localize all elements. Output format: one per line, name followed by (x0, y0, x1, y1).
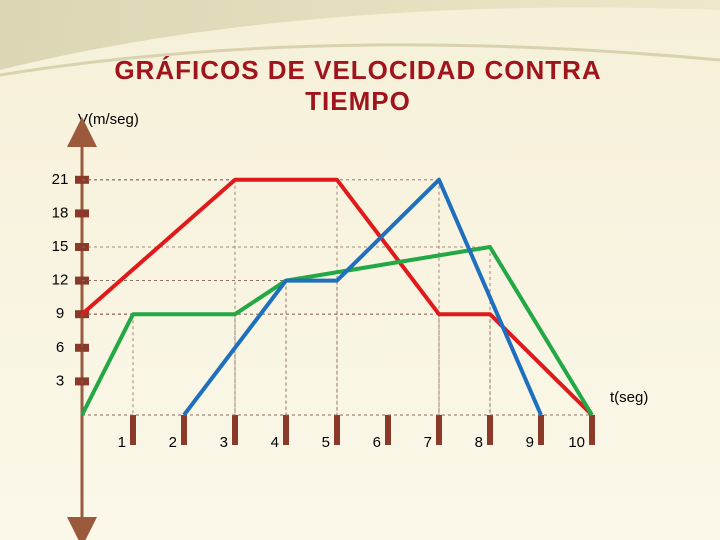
y-tick-label: 12 (52, 272, 69, 289)
x-tick (487, 415, 493, 445)
x-tick (436, 415, 442, 445)
x-tick (181, 415, 187, 445)
series-line (182, 177, 543, 417)
y-tick (75, 209, 89, 218)
y-tick (75, 343, 89, 352)
x-tick-label: 4 (271, 434, 279, 451)
x-tick-label: 1 (118, 434, 126, 451)
x-tick-label: 7 (424, 434, 432, 451)
decoration (0, 0, 720, 70)
x-tick-label: 2 (169, 434, 177, 451)
x-tick (589, 415, 595, 445)
x-tick-label: 6 (373, 434, 381, 451)
series-line (80, 245, 594, 417)
y-tick-label: 21 (52, 171, 69, 188)
x-tick (130, 415, 136, 445)
x-tick-label: 8 (475, 434, 483, 451)
y-tick-label: 6 (56, 339, 64, 356)
x-tick (283, 415, 289, 445)
x-axis-label: t(seg) (610, 389, 648, 406)
decoration (0, 43, 720, 77)
series-line (80, 177, 594, 417)
x-tick-label: 9 (526, 434, 534, 451)
y-tick-label: 15 (52, 238, 69, 255)
chart-subtitle: TIEMPO (305, 86, 411, 116)
x-tick (385, 415, 391, 445)
x-tick-label: 10 (568, 434, 585, 451)
y-tick-label: 3 (56, 372, 64, 389)
x-tick (538, 415, 544, 445)
x-tick-label: 5 (322, 434, 330, 451)
x-tick-label: 3 (220, 434, 228, 451)
y-axis-label: V(m/seg) (78, 111, 139, 128)
x-tick (232, 415, 238, 445)
y-tick-label: 18 (52, 204, 69, 221)
y-tick-label: 9 (56, 305, 64, 322)
x-tick (334, 415, 340, 445)
chart-title: GRÁFICOS DE VELOCIDAD CONTRA (114, 55, 601, 85)
